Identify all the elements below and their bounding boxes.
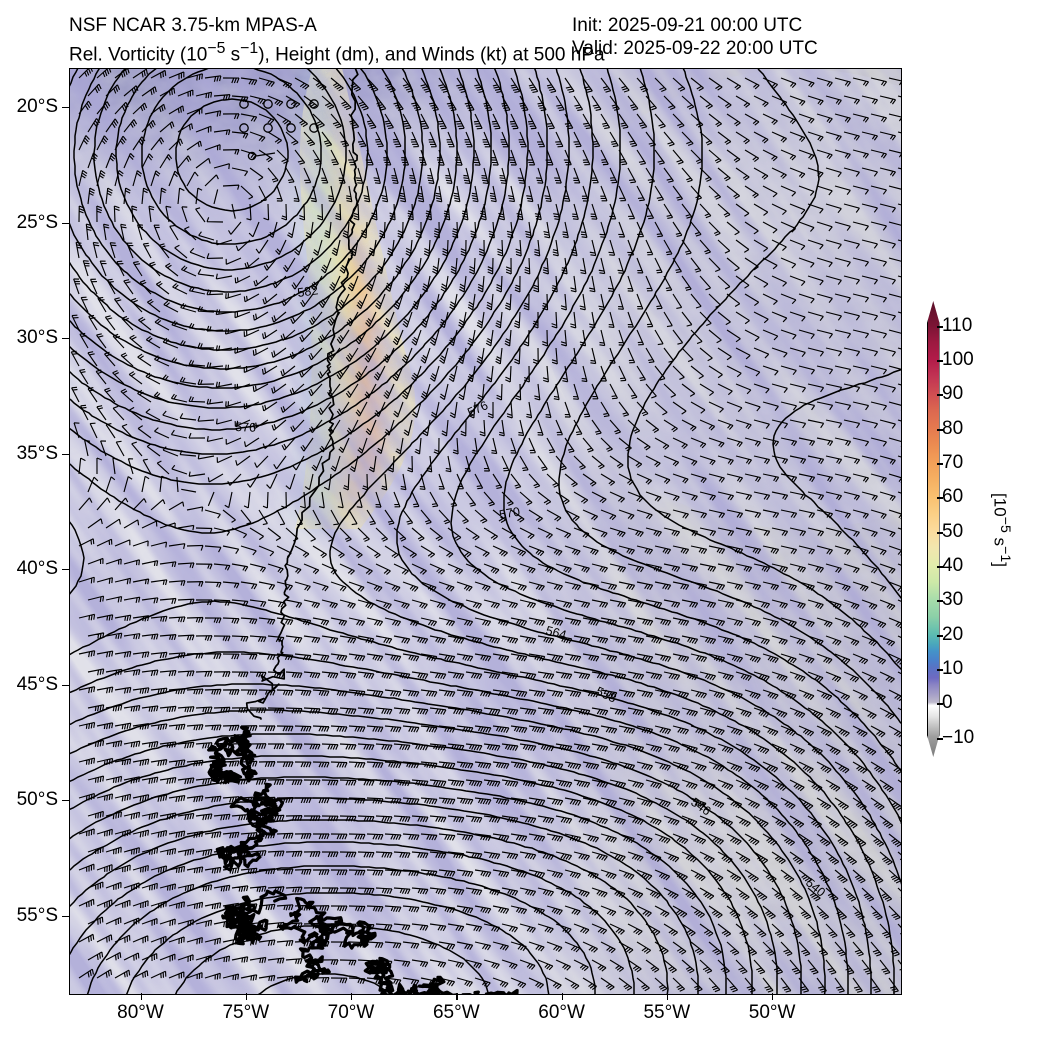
svg-text:582: 582	[296, 283, 319, 300]
